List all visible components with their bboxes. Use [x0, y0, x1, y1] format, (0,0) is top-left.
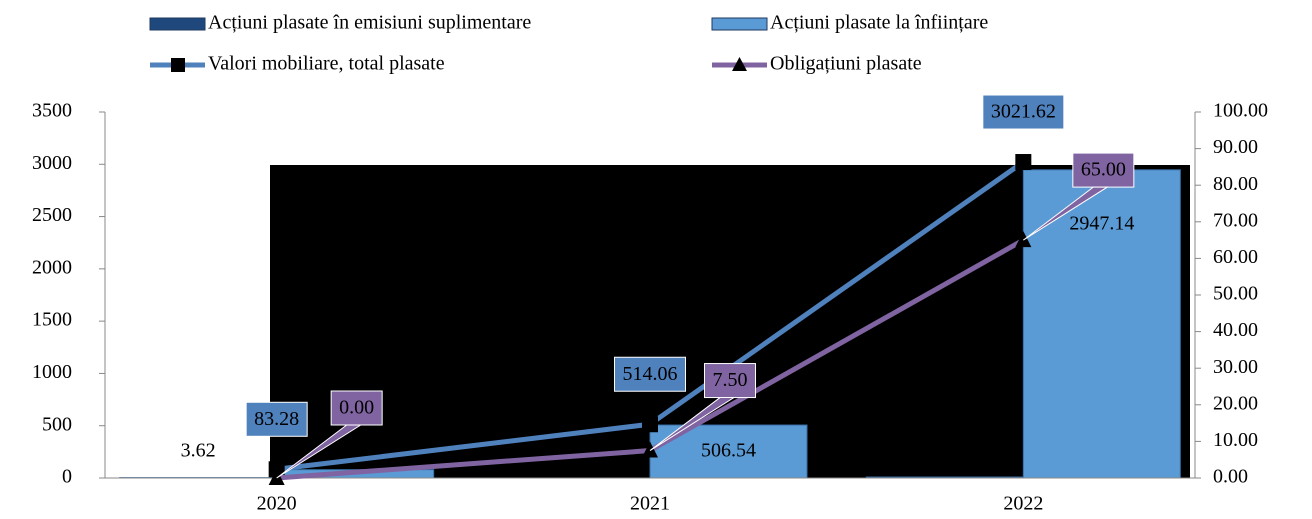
y2-tick-label: 40.00 [1213, 319, 1258, 341]
x-tick-label: 2020 [257, 493, 297, 515]
marker [1015, 154, 1032, 171]
y-tick-label: 3500 [32, 100, 72, 122]
label-callout [1023, 186, 1110, 241]
y2-tick-label: 70.00 [1213, 209, 1258, 231]
x-tick-label: 2022 [1003, 493, 1043, 515]
label-box [982, 94, 1065, 130]
marker [1015, 231, 1032, 248]
legend-marker [171, 58, 185, 72]
y2-tick-label: 60.00 [1213, 246, 1258, 268]
label-callout [276, 424, 363, 479]
line-value-label: 65.00 [1081, 159, 1126, 181]
legend-label: Obligațiuni plasate [770, 53, 922, 75]
y2-tick-label: 90.00 [1213, 136, 1258, 158]
legend-label: Valori mobiliare, total plasate [208, 53, 445, 75]
label-box [614, 356, 686, 392]
legend-label: Acțiuni plasate în emisiuni suplimentare [208, 12, 531, 34]
marker [268, 469, 285, 485]
marker [642, 441, 658, 458]
label-box [1072, 152, 1135, 188]
y2-tick-label: 100.00 [1213, 100, 1268, 122]
y-tick-label: 500 [42, 413, 72, 435]
label-box [330, 390, 383, 426]
line-value-label: 3021.62 [991, 101, 1056, 123]
y2-tick-label: 80.00 [1213, 173, 1258, 195]
y-tick-label: 2500 [32, 204, 72, 226]
y-tick-label: 1500 [32, 309, 72, 331]
legend-marker [732, 57, 747, 71]
bar-value-label: 3.62 [181, 440, 216, 462]
legend-swatch [711, 17, 768, 31]
bar-value-label: 506.54 [701, 440, 756, 462]
bar-value-label: 2947.14 [1069, 212, 1134, 234]
label-box [245, 401, 308, 437]
line-value-label: 0.00 [339, 397, 374, 419]
y-tick-label: 1000 [32, 361, 72, 383]
y2-tick-label: 50.00 [1213, 283, 1258, 305]
label-box [704, 363, 756, 399]
legend-swatch [149, 17, 206, 31]
y2-tick-label: 30.00 [1213, 356, 1258, 378]
line-value-label: 514.06 [623, 363, 678, 385]
y2-tick-label: 20.00 [1213, 392, 1258, 414]
legend-label: Acțiuni plasate la înființare [770, 12, 988, 34]
y-tick-label: 0 [62, 466, 72, 488]
y2-tick-label: 10.00 [1213, 429, 1258, 451]
y-tick-label: 2000 [32, 256, 72, 278]
label-callout [649, 397, 736, 451]
y2-tick-label: 0.00 [1213, 466, 1248, 488]
marker [642, 416, 658, 433]
x-tick-label: 2021 [630, 493, 670, 515]
line-value-label: 83.28 [254, 408, 299, 430]
line-value-label: 7.50 [713, 369, 748, 391]
bar-value-label: 9.48 [927, 440, 962, 462]
y-tick-label: 3000 [32, 152, 72, 174]
